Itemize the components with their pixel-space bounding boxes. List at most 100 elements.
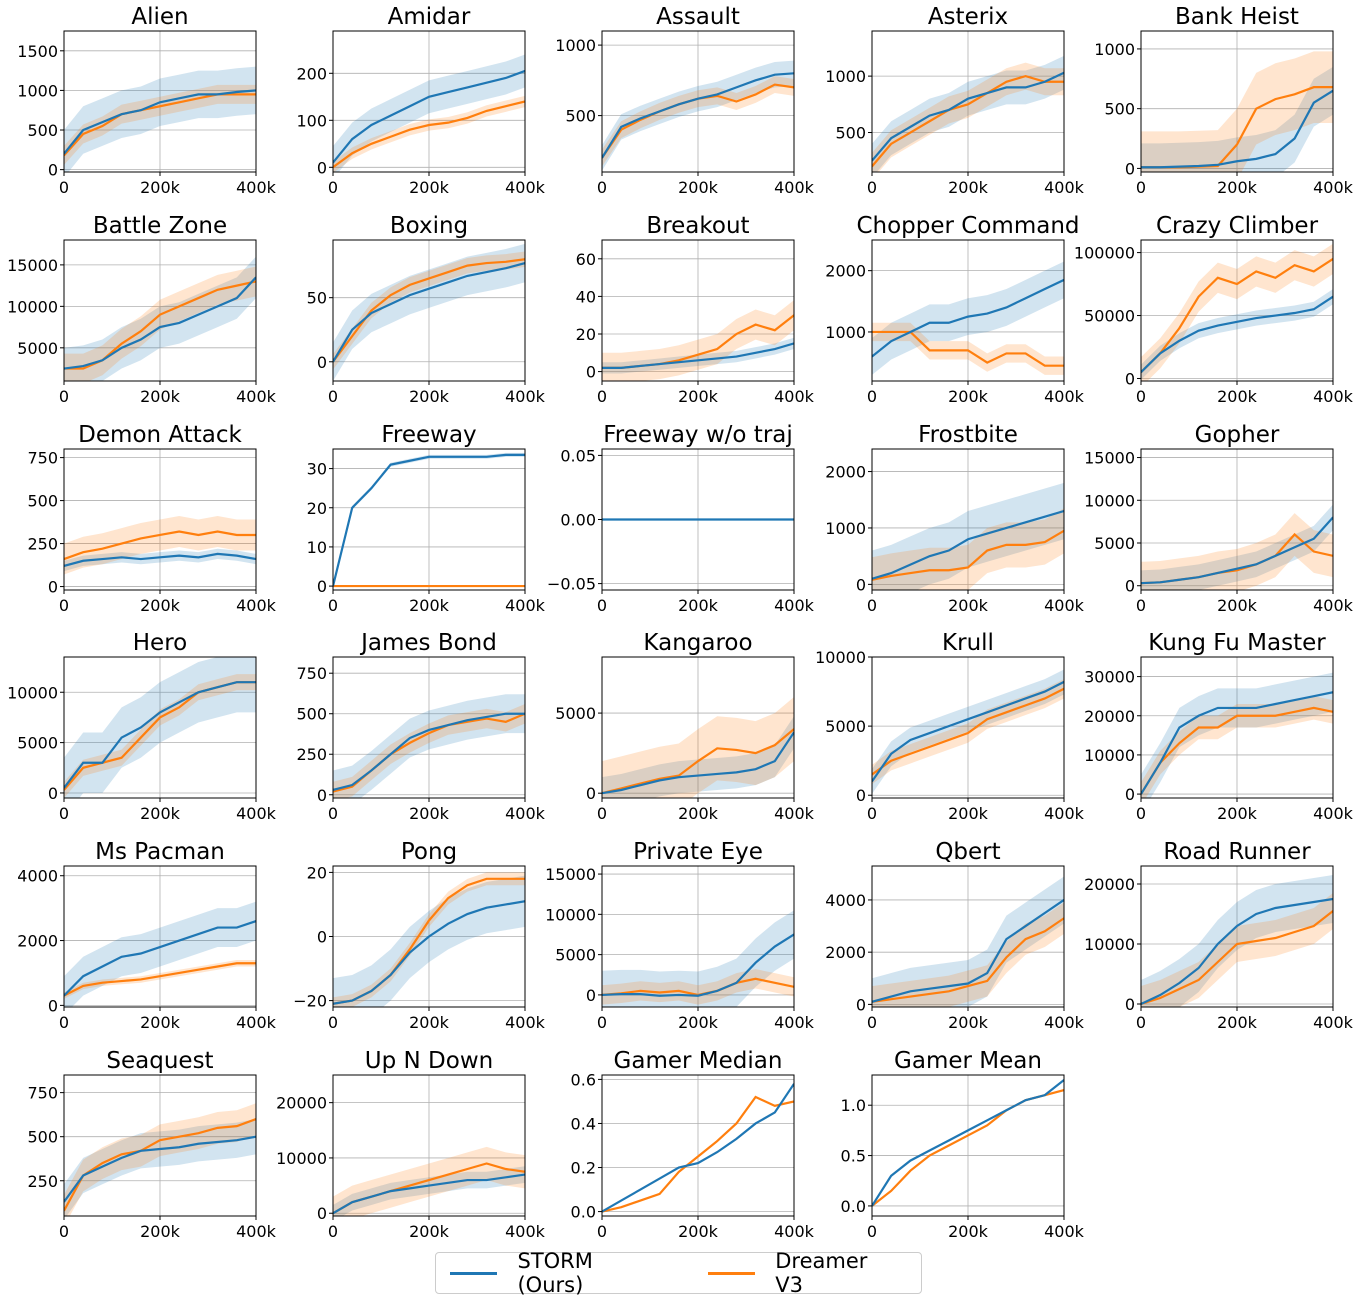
x-tick-label: 400k <box>1044 387 1085 406</box>
y-tick-label: 4000 <box>17 867 58 886</box>
y-tick-label: 0 <box>1125 995 1135 1014</box>
x-tick-label: 400k <box>1044 1222 1085 1241</box>
x-tick-label: 400k <box>236 596 277 615</box>
storm-band <box>64 66 256 172</box>
y-tick-label: 20 <box>307 499 327 518</box>
x-tick-label: 0 <box>597 1222 607 1241</box>
x-tick-label: 200k <box>409 178 450 197</box>
y-tick-label: 0.0 <box>841 1197 866 1216</box>
storm-band <box>333 875 525 1007</box>
subplot-assault: Assault 0 200k 400k 500 1000 <box>555 4 814 197</box>
subplot-title: Up N Down <box>365 1048 493 1074</box>
x-tick-label: 400k <box>505 804 546 823</box>
subplot-title: Freeway w/o traj <box>603 422 793 448</box>
x-tick-label: 200k <box>678 804 719 823</box>
x-tick-label: 400k <box>1044 1013 1085 1032</box>
dreamer-line <box>872 529 1064 581</box>
x-tick-label: 200k <box>1217 804 1258 823</box>
x-tick-label: 400k <box>505 178 546 197</box>
subplot-title: Private Eye <box>633 839 763 865</box>
storm-line <box>602 933 794 997</box>
x-tick-label: 0 <box>328 804 338 823</box>
storm-line <box>64 552 256 567</box>
x-tick-label: 400k <box>505 387 546 406</box>
x-tick-label: 200k <box>948 1013 989 1032</box>
x-tick-label: 400k <box>505 1013 546 1032</box>
y-tick-label: 20 <box>307 863 327 882</box>
subplot-freeway-w-o-traj: Freeway w/o traj 0 200k 400k −0.05 0.00 0.05 <box>547 422 815 615</box>
axes-frame <box>332 30 526 173</box>
legend-label-dreamer: Dreamer V3 <box>775 1249 868 1297</box>
y-tick-label: 0 <box>317 1204 327 1223</box>
subplot-ms-pacman: Ms Pacman 0 200k 400k 0 2000 4000 <box>17 839 276 1032</box>
y-tick-label: 1000 <box>17 81 58 100</box>
x-tick-label: 200k <box>409 1222 450 1241</box>
axes-frame <box>601 656 795 799</box>
x-tick-label: 400k <box>1044 178 1085 197</box>
storm-line <box>872 509 1064 580</box>
y-tick-label: 0.05 <box>560 446 596 465</box>
subplot-title: Hero <box>133 630 187 656</box>
storm-line <box>872 1079 1064 1207</box>
dreamer-line <box>64 962 256 997</box>
y-tick-label: 1000 <box>825 519 866 538</box>
storm-line <box>64 89 256 155</box>
y-tick-label: 20000 <box>276 1094 327 1113</box>
storm-line <box>64 276 256 370</box>
dreamer-line <box>872 917 1064 1003</box>
y-tick-label: 0 <box>48 996 58 1015</box>
x-tick-label: 0 <box>1136 178 1146 197</box>
y-tick-label: 5000 <box>825 717 866 736</box>
subplot-title: Frostbite <box>918 422 1018 448</box>
y-tick-label: 20000 <box>1084 707 1135 726</box>
axes-frame <box>63 1074 257 1217</box>
subplot-title: Kangaroo <box>643 630 752 656</box>
axes-frame <box>871 865 1065 1008</box>
dreamer-line <box>1141 706 1333 795</box>
dreamer-band <box>1141 893 1333 1007</box>
x-tick-label: 200k <box>678 387 719 406</box>
y-tick-label: 750 <box>296 664 327 683</box>
x-tick-label: 0 <box>59 596 69 615</box>
subplot-alien: Alien 0 200k 400k 0 500 1000 1500 <box>17 4 276 197</box>
x-tick-label: 200k <box>409 387 450 406</box>
axes-frame <box>601 30 795 173</box>
axes-frame <box>871 239 1065 382</box>
x-tick-label: 200k <box>1217 1013 1258 1032</box>
y-tick-label: 0.4 <box>571 1114 596 1133</box>
subplot-krull: Krull 0 200k 400k 0 5000 10000 <box>815 630 1085 823</box>
y-tick-label: 2000 <box>17 932 58 951</box>
x-tick-label: 400k <box>774 387 815 406</box>
y-tick-label: 500 <box>1104 100 1135 119</box>
y-tick-label: 10000 <box>815 648 866 667</box>
x-tick-label: 200k <box>948 178 989 197</box>
x-tick-label: 0 <box>59 1222 69 1241</box>
storm-band <box>602 716 794 798</box>
y-tick-label: 1000 <box>825 67 866 86</box>
y-tick-label: 750 <box>27 1084 58 1103</box>
x-tick-label: 0 <box>597 178 607 197</box>
y-tick-label: 500 <box>565 107 596 126</box>
x-tick-label: 0 <box>1136 596 1146 615</box>
y-tick-label: 30000 <box>1084 668 1135 687</box>
axes-frame <box>63 656 257 799</box>
storm-line <box>1141 89 1333 169</box>
dreamer-band <box>64 674 256 798</box>
axes-frame <box>1140 865 1334 1008</box>
x-tick-label: 0 <box>1136 387 1146 406</box>
y-tick-label: 1000 <box>825 323 866 342</box>
y-tick-label: 0.5 <box>841 1147 866 1166</box>
subplot-title: Ms Pacman <box>95 839 225 865</box>
subplot-amidar: Amidar 0 200k 400k 0 100 200 <box>296 4 545 197</box>
storm-line <box>333 1173 525 1215</box>
legend-swatch-storm <box>450 1271 498 1275</box>
y-tick-label: 20000 <box>1084 875 1135 894</box>
axes-frame <box>871 448 1065 591</box>
x-tick-label: 400k <box>236 1013 277 1032</box>
subplot-road-runner: Road Runner 0 200k 400k 0 10000 20000 <box>1084 839 1354 1032</box>
dreamer-band <box>602 300 794 381</box>
x-tick-label: 0 <box>867 596 877 615</box>
subplot-title: Road Runner <box>1163 839 1311 865</box>
subplot-gopher: Gopher 0 200k 400k 0 5000 10000 15000 <box>1084 422 1354 615</box>
subplot-asterix: Asterix 0 200k 400k 500 1000 <box>825 4 1084 197</box>
